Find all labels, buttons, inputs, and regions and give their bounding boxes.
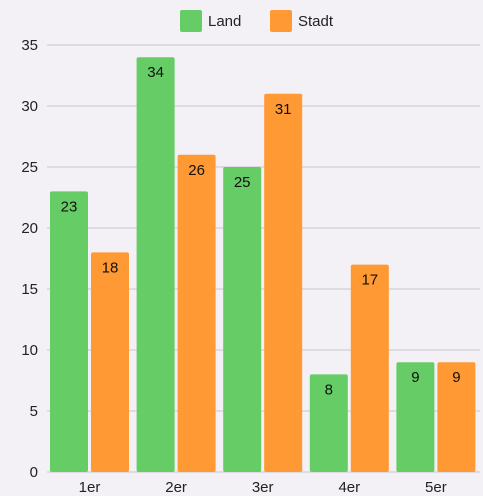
data-label-land-3er: 25: [234, 174, 251, 191]
y-tick-label: 15: [21, 281, 38, 298]
bar-land-1er: [50, 191, 88, 472]
data-label-land-1er: 23: [61, 198, 78, 215]
data-label-land-5er: 9: [411, 369, 419, 386]
x-tick-label: 4er: [338, 479, 360, 496]
data-label-stadt-3er: 31: [275, 101, 292, 118]
data-label-stadt-5er: 9: [452, 369, 460, 386]
y-tick-label: 35: [21, 37, 38, 54]
legend-swatch-land: [180, 10, 202, 32]
bar-land-5er: [396, 362, 435, 472]
bar-stadt-5er: [437, 362, 476, 472]
bar-stadt-3er: [264, 93, 303, 473]
bar-stadt-1er: [91, 252, 129, 472]
x-axis: 1er 2er 3er 4er 5er: [79, 479, 447, 496]
data-label-stadt-4er: 17: [361, 272, 378, 289]
y-tick-label: 25: [21, 159, 38, 176]
bar-land-4er: [309, 374, 348, 472]
x-tick-label: 3er: [252, 479, 274, 496]
data-label-land-4er: 8: [325, 381, 333, 398]
y-tick-label: 0: [30, 464, 38, 481]
legend-swatch-stadt: [270, 10, 292, 32]
legend-label-land: Land: [208, 13, 241, 30]
legend: Land Stadt: [180, 10, 334, 32]
y-tick-label: 10: [21, 342, 38, 359]
bar-land-3er: [223, 167, 262, 472]
data-label-land-2er: 34: [147, 64, 164, 81]
bar-stadt-4er: [350, 264, 389, 472]
y-tick-label: 20: [21, 220, 38, 237]
data-label-stadt-1er: 18: [102, 259, 119, 276]
x-tick-label: 5er: [425, 479, 447, 496]
bar-land-2er: [136, 57, 175, 472]
bar-stadt-2er: [177, 154, 216, 473]
x-tick-label: 1er: [79, 479, 101, 496]
legend-label-stadt: Stadt: [298, 13, 334, 30]
bars: 23 18 34 26 25 31 8 17 9 9: [50, 57, 476, 473]
x-tick-label: 2er: [165, 479, 187, 496]
y-tick-label: 5: [30, 403, 38, 420]
data-label-stadt-2er: 26: [188, 162, 205, 179]
y-axis: 0 5 10 15 20 25 30 35: [21, 37, 38, 481]
y-tick-label: 30: [21, 98, 38, 115]
